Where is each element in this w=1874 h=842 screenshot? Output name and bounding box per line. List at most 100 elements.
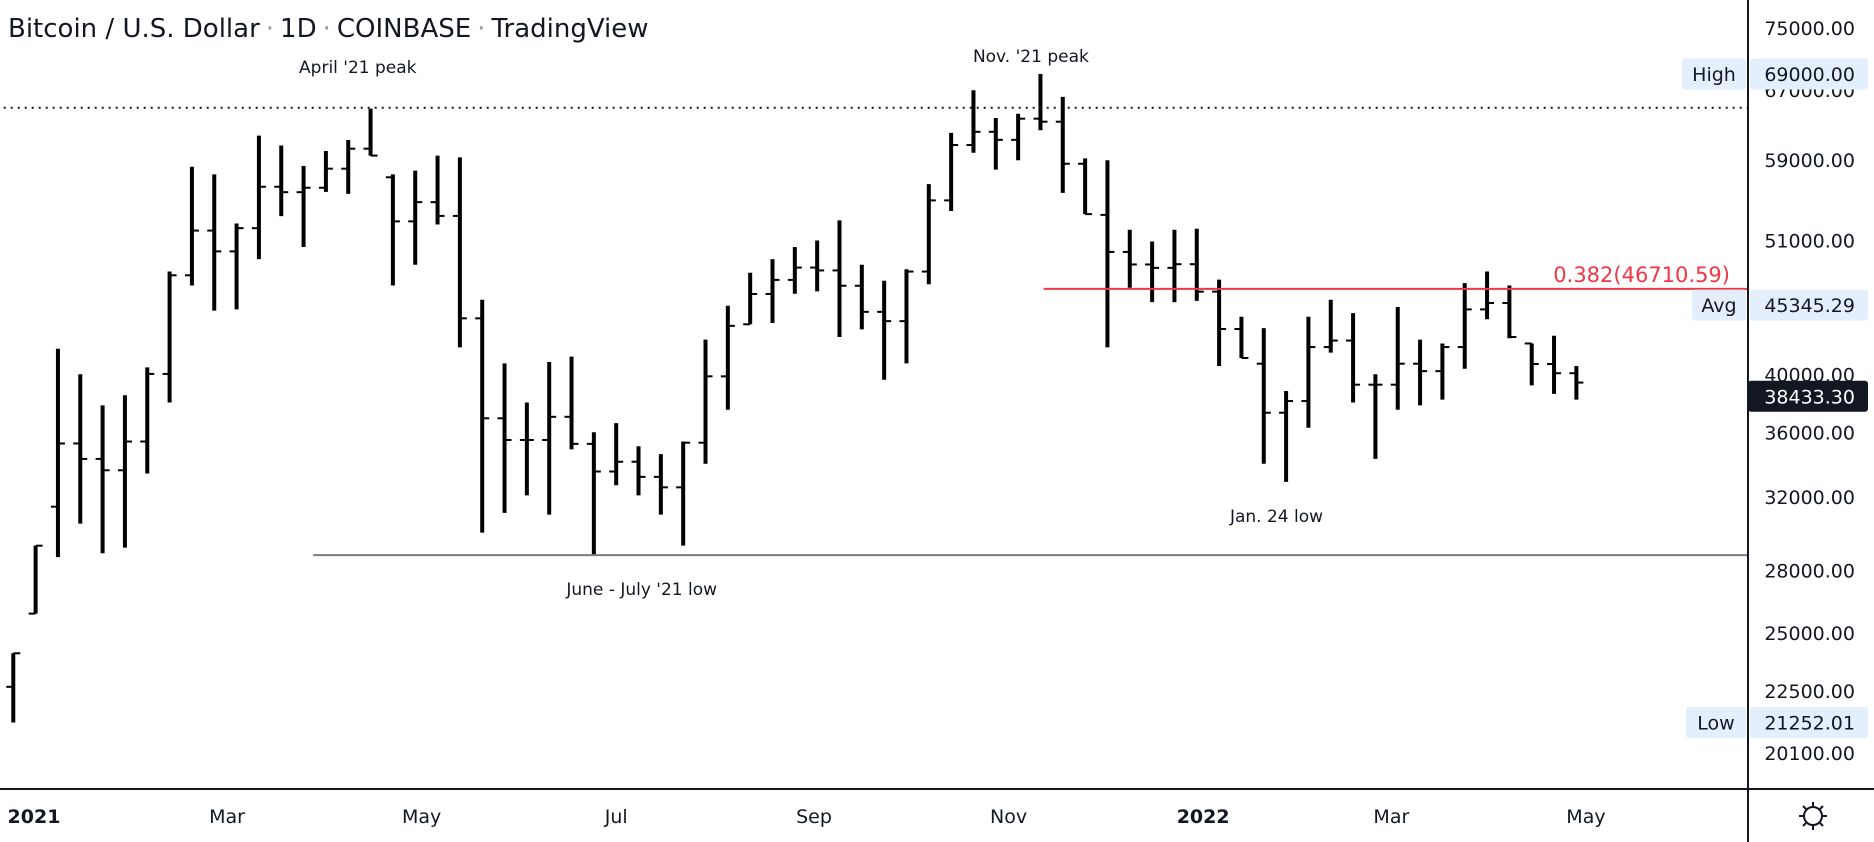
price-bar [832, 220, 847, 337]
price-bar [542, 362, 557, 515]
price-bar [1100, 160, 1115, 348]
time-tick-label: Jul [604, 806, 628, 828]
price-bar [743, 272, 758, 326]
price-bar [452, 157, 467, 348]
price-bar [1078, 158, 1093, 216]
time-tick-label: May [402, 806, 441, 828]
price-bar [117, 395, 132, 548]
last-price-badge: 38433.30 [1748, 380, 1868, 412]
price-bar [1390, 306, 1405, 410]
title-interval: 1D [280, 14, 317, 44]
price-bar [385, 174, 400, 286]
time-tick-label: May [1566, 806, 1605, 828]
price-bar [609, 423, 624, 486]
price-bar [318, 150, 333, 192]
price-bar [1524, 342, 1539, 386]
low-label: Low [1697, 713, 1734, 735]
price-bar [475, 299, 490, 533]
price-bar [95, 405, 110, 554]
price-bar [1323, 299, 1338, 353]
price-bar [631, 446, 646, 496]
time-tick-label: Mar [1373, 806, 1409, 828]
annotation-label: June - July '21 low [565, 580, 717, 600]
high-label: High [1692, 64, 1736, 86]
price-bar [1145, 241, 1160, 303]
price-tick-label: 20100.00 [1764, 743, 1855, 765]
price-bar [140, 367, 155, 474]
title-source: TradingView [490, 14, 648, 44]
price-bar [944, 132, 959, 212]
price-bar [1055, 96, 1070, 193]
price-bar [899, 269, 914, 364]
price-bar [73, 374, 88, 524]
title-exchange: COINBASE [337, 14, 471, 44]
price-bar [921, 184, 936, 285]
avg-badge: Avg 45345.29 [1692, 289, 1868, 321]
price-bar [676, 441, 691, 546]
time-tick-label: 2022 [1177, 806, 1230, 828]
price-bar [854, 264, 869, 330]
price-tick-label: 32000.00 [1764, 487, 1855, 509]
time-axis[interactable]: 2021 Mar May Jul Sep Nov 2022 Mar May [8, 806, 1606, 828]
price-bar [229, 223, 244, 310]
price-bar [6, 652, 21, 723]
low-badge: Low 21252.01 [1686, 707, 1868, 739]
high-badge: High 69000.00 [1682, 58, 1868, 90]
price-tick-label: 59000.00 [1764, 150, 1855, 172]
high-value: 69000.00 [1764, 64, 1855, 86]
price-bar [1033, 74, 1048, 131]
price-bar [363, 108, 378, 157]
time-tick-label: Sep [796, 806, 832, 828]
price-bars [6, 74, 1584, 723]
price-bar [519, 402, 534, 496]
price-bar [1212, 279, 1227, 367]
price-bar [765, 259, 780, 324]
price-bar [1234, 316, 1249, 359]
price-tick-label: 22500.00 [1764, 681, 1855, 703]
price-bar [1301, 316, 1316, 428]
time-tick-label: Nov [990, 806, 1027, 828]
sun-settings-icon[interactable] [1799, 802, 1827, 830]
price-tick-label: 25000.00 [1764, 623, 1855, 645]
price-bar [1189, 228, 1204, 301]
time-tick-label: 2021 [8, 806, 61, 828]
price-bar [207, 174, 222, 311]
price-bar [251, 135, 266, 260]
annotation-label: April '21 peak [299, 58, 417, 78]
chart-title: Bitcoin / U.S. Dollar · 1D · COINBASE · Tradin… [8, 14, 649, 44]
price-bar [653, 454, 668, 515]
price-bar [1569, 366, 1584, 400]
price-bar [564, 356, 579, 450]
price-bar [877, 280, 892, 380]
price-bar [720, 305, 735, 410]
price-bar [1480, 271, 1495, 320]
title-symbol: Bitcoin / U.S. Dollar [8, 14, 260, 44]
price-bar [988, 118, 1003, 170]
price-bar [408, 170, 423, 265]
price-bar [1435, 343, 1450, 400]
price-tick-label: 51000.00 [1764, 230, 1855, 252]
price-bar [50, 348, 65, 558]
price-bar [1279, 391, 1294, 482]
price-bar [698, 339, 713, 464]
price-axis[interactable]: 75000.0067000.0059000.0051000.0040000.00… [1764, 18, 1855, 765]
price-bar [28, 544, 43, 615]
price-bar [810, 240, 825, 292]
price-bar [1502, 285, 1517, 339]
price-bar [341, 140, 356, 194]
annotation-label: Jan. 24 low [1229, 507, 1323, 527]
price-bar [274, 145, 289, 217]
avg-value: 45345.29 [1764, 295, 1855, 317]
price-bar [296, 165, 311, 247]
price-bar [1122, 229, 1137, 288]
fib-label: 0.382(46710.59) [1553, 263, 1730, 287]
price-bar [162, 271, 177, 403]
price-bar [1346, 313, 1361, 403]
price-tick-label: 28000.00 [1764, 561, 1855, 583]
annotations: April '21 peak Nov. '21 peak June - July '… [299, 47, 1323, 600]
price-bar [497, 363, 512, 513]
price-bar [1457, 283, 1472, 369]
price-bar [1368, 374, 1383, 459]
price-bar [1256, 328, 1271, 464]
